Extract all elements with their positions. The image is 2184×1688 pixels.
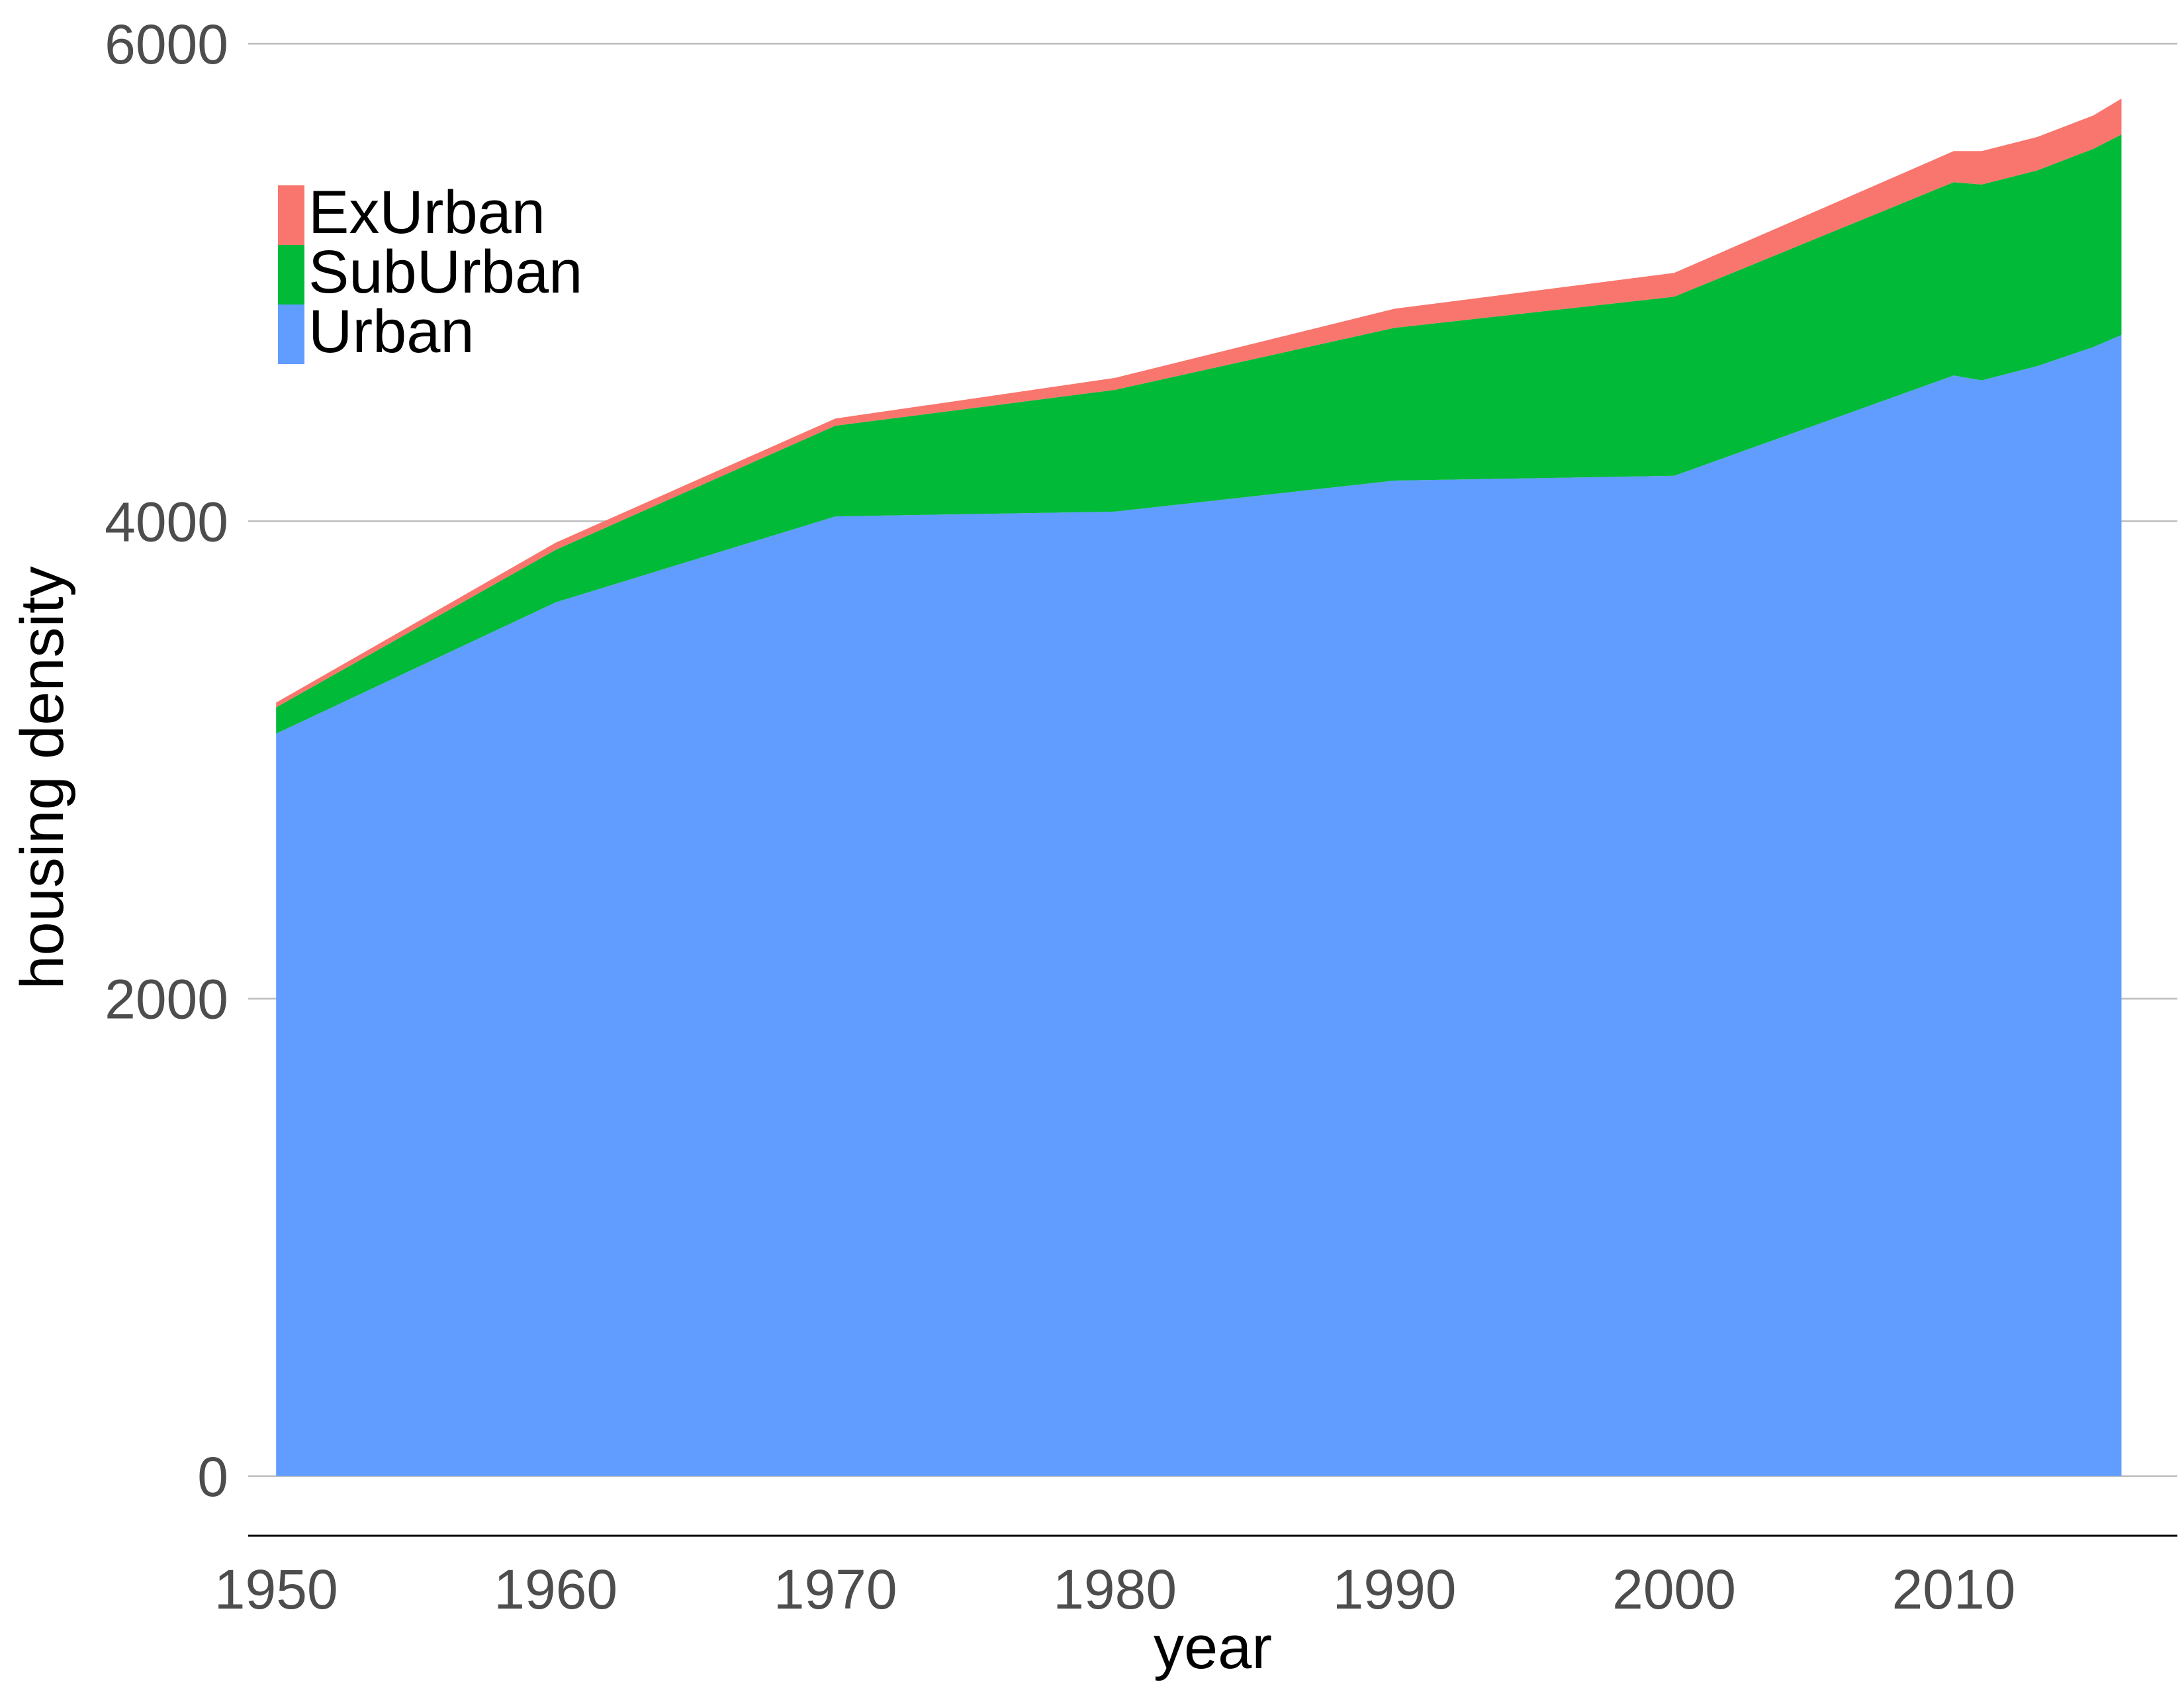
legend-swatch-suburban [278,245,304,305]
y-tick-label-2000: 2000 [105,968,228,1031]
legend-swatch-urban [278,305,304,364]
area-series [276,99,2122,1476]
x-tick-label-2010: 2010 [1892,1558,2016,1620]
x-tick-label-1980: 1980 [1053,1558,1177,1620]
area-urban [276,335,2122,1476]
legend-label-exurban: ExUrban [308,179,545,246]
y-tick-labels: 0 2000 4000 6000 [105,13,228,1508]
y-axis-title: housing density [9,566,76,989]
x-tick-label-1960: 1960 [494,1558,617,1620]
area-exurban [276,99,2122,708]
y-tick-label-4000: 4000 [105,491,228,553]
y-tick-label-0: 0 [197,1446,228,1508]
x-tick-label-1990: 1990 [1333,1558,1457,1620]
x-tick-label-2000: 2000 [1612,1558,1736,1620]
legend-label-urban: Urban [308,298,475,365]
x-tick-labels: 1950 1960 1970 1980 1990 2000 2010 [214,1558,2016,1620]
x-tick-label-1970: 1970 [774,1558,897,1620]
y-tick-label-6000: 6000 [105,13,228,75]
x-axis-title: year [1154,1614,1272,1681]
legend-label-suburban: SubUrban [308,238,582,306]
legend-swatch-exurban [278,185,304,245]
x-tick-label-1950: 1950 [214,1558,338,1620]
area-suburban [276,134,2122,734]
